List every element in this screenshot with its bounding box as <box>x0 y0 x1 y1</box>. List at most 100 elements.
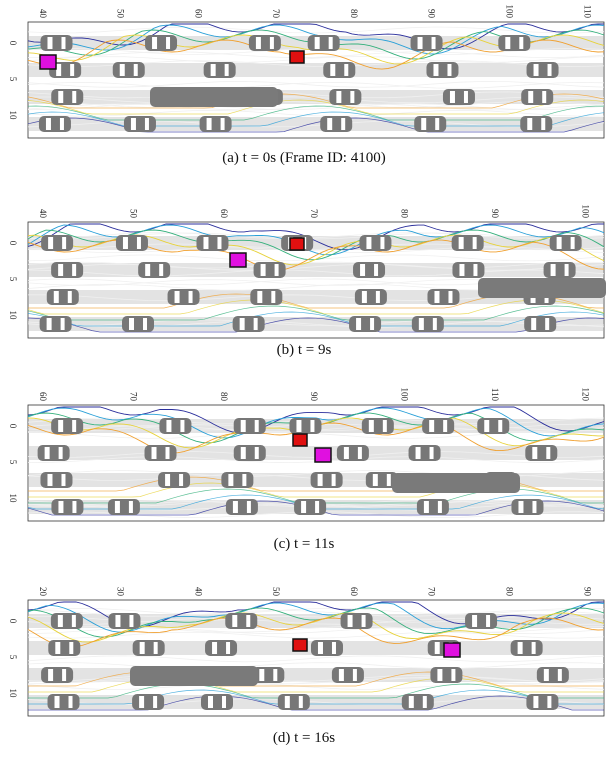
car <box>254 262 286 278</box>
car-window <box>139 696 144 708</box>
page: {"panels": [ {"caption": "(a) t = 0s (Fr… <box>0 0 608 760</box>
car-window <box>226 642 230 654</box>
car-window <box>459 264 464 276</box>
x-tick-label: 100 <box>400 388 410 402</box>
car <box>511 640 543 656</box>
car <box>355 289 387 305</box>
car-window <box>179 474 183 486</box>
car <box>402 694 434 710</box>
car <box>527 62 559 78</box>
car-window <box>115 501 120 513</box>
car <box>308 35 340 51</box>
car-window <box>558 669 562 681</box>
car <box>51 262 83 278</box>
car-window <box>380 237 384 249</box>
car <box>359 235 391 251</box>
x-tick-label: 110 <box>490 388 500 402</box>
car <box>353 262 385 278</box>
car-window <box>247 501 251 513</box>
car-window <box>310 420 314 432</box>
car-window <box>472 615 477 627</box>
x-tick-label: 70 <box>271 9 281 19</box>
car <box>337 445 369 461</box>
y-tick-label: 0 <box>8 619 18 624</box>
car-window <box>72 420 76 432</box>
car <box>443 89 475 105</box>
caption: (d) t = 16s <box>273 730 335 746</box>
car <box>51 499 83 515</box>
car-window <box>362 615 366 627</box>
car-window <box>228 474 233 486</box>
car-window <box>344 447 349 459</box>
car-window <box>255 420 259 432</box>
car-window <box>145 118 149 130</box>
car <box>249 35 281 51</box>
car-window <box>55 642 60 654</box>
x-tick-label: 100 <box>505 5 515 19</box>
x-tick-label: 90 <box>490 209 500 219</box>
car-window <box>134 64 138 76</box>
car <box>511 499 543 515</box>
car-window <box>484 420 489 432</box>
car-window <box>448 291 452 303</box>
car <box>51 418 83 434</box>
car-window <box>47 318 52 330</box>
car-window <box>143 318 147 330</box>
car-window <box>430 447 434 459</box>
car-window <box>259 669 264 681</box>
car-window <box>137 237 141 249</box>
y-tick-label: 10 <box>8 311 18 321</box>
x-tick-label: 40 <box>193 587 203 597</box>
car-window <box>419 318 424 330</box>
x-tick-label: 80 <box>219 392 229 402</box>
car-window <box>145 264 150 276</box>
car-window <box>339 669 344 681</box>
car-window <box>531 318 536 330</box>
truck <box>478 278 606 298</box>
car-window <box>140 642 145 654</box>
car <box>41 235 73 251</box>
car-window <box>55 696 60 708</box>
car-window <box>332 474 336 486</box>
car-window <box>409 696 414 708</box>
car-window <box>369 420 374 432</box>
caption: (c) t = 11s <box>274 536 335 552</box>
car-window <box>154 642 158 654</box>
car-window <box>547 696 551 708</box>
car <box>477 418 509 434</box>
car <box>520 116 552 132</box>
y-tick-label: 5 <box>8 460 18 465</box>
car <box>250 289 282 305</box>
car-window <box>318 474 323 486</box>
car-window <box>62 237 66 249</box>
car <box>159 418 191 434</box>
car-window <box>48 237 53 249</box>
car-window <box>360 264 365 276</box>
x-tick-label: 100 <box>580 205 590 219</box>
car-window <box>374 264 378 276</box>
x-tick-label: 40 <box>38 209 48 219</box>
car <box>51 89 83 105</box>
car-window <box>532 501 536 513</box>
car-window <box>473 237 477 249</box>
truck <box>130 666 258 686</box>
car-window <box>129 318 134 330</box>
car-window <box>242 474 246 486</box>
car-window <box>464 91 468 103</box>
car <box>526 694 558 710</box>
car <box>221 472 253 488</box>
car-window <box>571 237 575 249</box>
car <box>205 640 237 656</box>
car <box>426 62 458 78</box>
car-window <box>59 447 63 459</box>
car <box>349 316 381 332</box>
car-window <box>69 696 73 708</box>
car-window <box>348 615 353 627</box>
car-window <box>421 118 426 130</box>
car <box>430 667 462 683</box>
car <box>122 316 154 332</box>
caption: (a) t = 0s (Frame ID: 4100) <box>222 150 385 166</box>
car-window <box>48 669 53 681</box>
car-window <box>544 669 549 681</box>
x-tick-label: 110 <box>582 5 592 19</box>
